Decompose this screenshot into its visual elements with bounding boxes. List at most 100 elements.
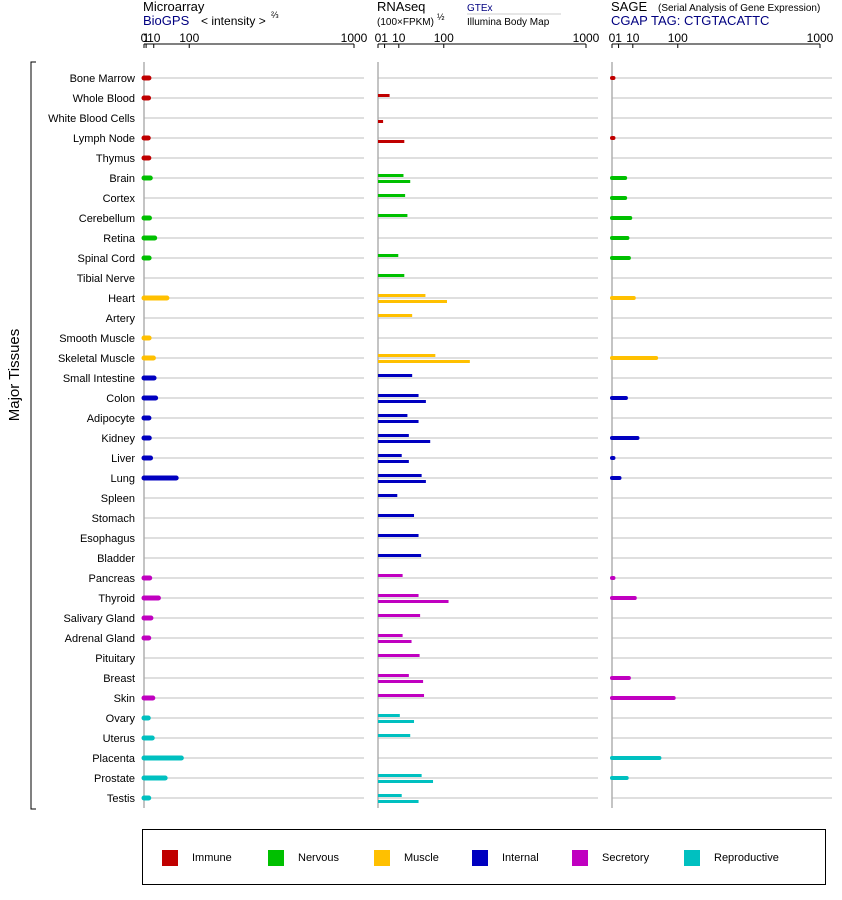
rnaseq-source-gtex: GTEx bbox=[467, 3, 493, 14]
tissue-label: Bone Marrow bbox=[70, 73, 135, 85]
microarray-source: BioGPS bbox=[143, 13, 190, 28]
rnaseq-gtex-bar bbox=[378, 774, 422, 777]
microarray-unit-exponent: ⅔ bbox=[271, 10, 279, 20]
tissue-label: Retina bbox=[103, 233, 136, 245]
rnaseq-ibm-bar bbox=[378, 780, 434, 783]
rnaseq-ibm-bar bbox=[378, 720, 415, 723]
legend-swatch bbox=[472, 850, 488, 866]
bars-layer bbox=[141, 75, 676, 803]
legend-item-immune: Immune bbox=[162, 850, 232, 866]
rnaseq-gtex-bar bbox=[378, 274, 405, 277]
microarray-tick-label: 100 bbox=[179, 31, 199, 45]
legend-label: Nervous bbox=[298, 852, 339, 864]
rnaseq-ibm-bar bbox=[378, 420, 419, 423]
rnaseq-ibm-bar bbox=[378, 180, 411, 183]
legend-label: Secretory bbox=[602, 852, 650, 864]
tissue-label: Cortex bbox=[103, 193, 136, 205]
tissue-label: Placenta bbox=[92, 753, 136, 765]
tissue-label: Heart bbox=[108, 293, 135, 305]
tissue-label: Skeletal Muscle bbox=[58, 353, 135, 365]
rnaseq-gtex-bar bbox=[378, 354, 436, 357]
rnaseq-unit: (100×FPKM) bbox=[377, 17, 434, 28]
tissue-label: Pituitary bbox=[95, 653, 135, 665]
tissue-label: Pancreas bbox=[89, 573, 136, 585]
tissue-label: Ovary bbox=[106, 713, 136, 725]
tissue-label: Smooth Muscle bbox=[59, 333, 135, 345]
rnaseq-ibm-bar bbox=[378, 120, 384, 123]
microarray-tick-label: 10 bbox=[147, 31, 161, 45]
legend-item-nervous: Nervous bbox=[268, 850, 339, 866]
microarray-unit: < intensity > bbox=[201, 14, 266, 28]
rnaseq-title: RNAseq bbox=[377, 0, 425, 14]
rnaseq-tick-label: 1 bbox=[381, 31, 388, 45]
microarray-tick-label: 1000 bbox=[341, 31, 368, 45]
tissue-label: Spleen bbox=[101, 493, 135, 505]
rnaseq-gtex-bar bbox=[378, 574, 403, 577]
rnaseq-gtex-bar bbox=[378, 494, 398, 497]
legend-item-internal: Internal bbox=[472, 850, 539, 866]
rnaseq-gtex-bar bbox=[378, 194, 406, 197]
legend-swatch bbox=[268, 850, 284, 866]
tissue-label: Bladder bbox=[97, 553, 135, 565]
y-group-label: Major Tissues bbox=[6, 329, 23, 422]
tissue-label: Brain bbox=[109, 173, 135, 185]
rnaseq-gtex-bar bbox=[378, 514, 415, 517]
rnaseq-gtex-bar bbox=[378, 654, 420, 657]
rnaseq-gtex-bar bbox=[378, 794, 402, 797]
tissue-label: Lung bbox=[111, 473, 135, 485]
rnaseq-ibm-bar bbox=[378, 680, 424, 683]
rnaseq-gtex-bar bbox=[378, 734, 411, 737]
legend-label: Immune bbox=[192, 852, 232, 864]
rnaseq-gtex-bar bbox=[378, 474, 422, 477]
rnaseq-gtex-bar bbox=[378, 554, 422, 557]
tissue-label: Colon bbox=[106, 393, 135, 405]
rnaseq-gtex-bar bbox=[378, 694, 425, 697]
microarray-tick-label: 1 bbox=[143, 31, 150, 45]
tissue-label: Artery bbox=[106, 313, 136, 325]
rnaseq-tick-label: 10 bbox=[392, 31, 406, 45]
tissue-label: Kidney bbox=[101, 433, 135, 445]
tissue-label: Spinal Cord bbox=[78, 253, 135, 265]
sage-tick-label: 0 bbox=[609, 31, 616, 45]
rnaseq-gtex-bar bbox=[378, 454, 402, 457]
sage-tick-label: 100 bbox=[668, 31, 688, 45]
rnaseq-gtex-bar bbox=[378, 374, 413, 377]
legend-item-reproductive: Reproductive bbox=[684, 850, 779, 866]
rnaseq-ibm-bar bbox=[378, 600, 449, 603]
legend-label: Muscle bbox=[404, 852, 439, 864]
rnaseq-tick-label: 0 bbox=[375, 31, 382, 45]
tissue-label: Esophagus bbox=[80, 533, 136, 545]
rnaseq-gtex-bar bbox=[378, 674, 409, 677]
rnaseq-gtex-bar bbox=[378, 314, 413, 317]
sage-tick-label: 10 bbox=[626, 31, 640, 45]
tissue-label: Skin bbox=[114, 693, 135, 705]
rnaseq-gtex-bar bbox=[378, 614, 421, 617]
rnaseq-gtex-bar bbox=[378, 214, 408, 217]
legend-label: Internal bbox=[502, 852, 539, 864]
rnaseq-gtex-bar bbox=[378, 294, 426, 297]
rnaseq-ibm-bar bbox=[378, 360, 470, 363]
legend-item-muscle: Muscle bbox=[374, 850, 439, 866]
microarray-title: Microarray bbox=[143, 0, 205, 14]
tissue-label: Prostate bbox=[94, 773, 135, 785]
rnaseq-ibm-bar bbox=[378, 140, 405, 143]
tissue-label: Thyroid bbox=[98, 593, 135, 605]
rnaseq-gtex-bar bbox=[378, 434, 409, 437]
microarray-tick-label: 0 bbox=[141, 31, 148, 45]
rnaseq-ibm-bar bbox=[378, 460, 409, 463]
rnaseq-ibm-bar bbox=[378, 400, 426, 403]
sage-subtitle: (Serial Analysis of Gene Expression) bbox=[658, 3, 820, 14]
tissue-label: Adrenal Gland bbox=[65, 633, 135, 645]
sage-title: SAGE bbox=[611, 0, 647, 14]
rnaseq-ibm-bar bbox=[378, 640, 412, 643]
rnaseq-gtex-bar bbox=[378, 254, 399, 257]
tissue-label: Salivary Gland bbox=[63, 613, 135, 625]
rnaseq-gtex-bar bbox=[378, 174, 404, 177]
rnaseq-gtex-bar bbox=[378, 714, 400, 717]
rnaseq-ibm-bar bbox=[378, 480, 426, 483]
rnaseq-gtex-bar bbox=[378, 634, 403, 637]
sage-tick-label: 1000 bbox=[807, 31, 834, 45]
tissue-label: Tibial Nerve bbox=[77, 273, 135, 285]
tissue-label: Whole Blood bbox=[73, 93, 135, 105]
